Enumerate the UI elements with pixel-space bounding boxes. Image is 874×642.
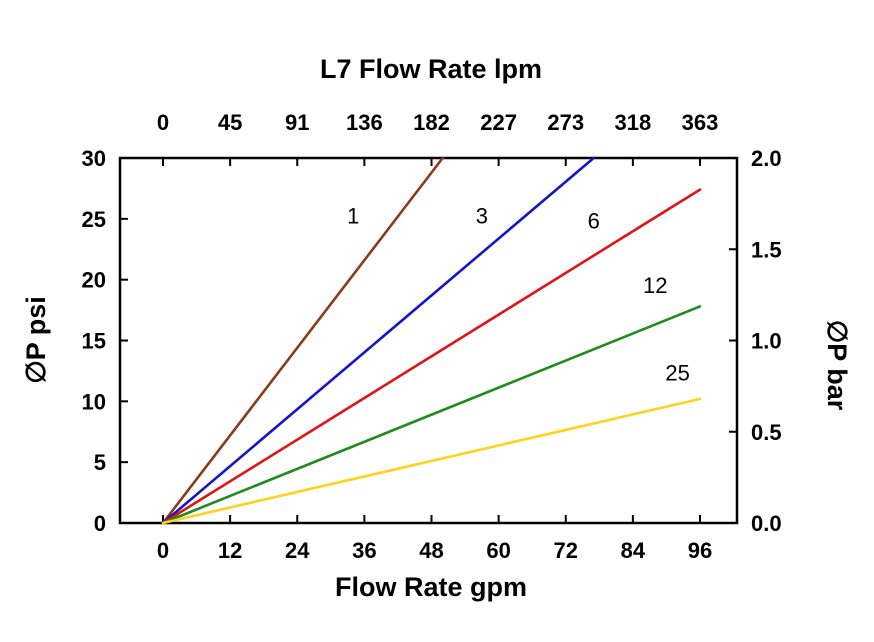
y-tick-label-right: 0.5	[751, 420, 782, 445]
x-tick-label: 84	[621, 538, 646, 563]
top-tick-label: 363	[682, 110, 719, 135]
x-tick-label: 48	[419, 538, 443, 563]
y-tick-label-left: 25	[82, 207, 106, 232]
series-line-25	[161, 397, 702, 525]
x-tick-label: 0	[157, 538, 169, 563]
series-label-1: 1	[347, 204, 359, 229]
series-line-1	[161, 156, 444, 525]
x-tick-label: 60	[486, 538, 510, 563]
axis-ticks	[120, 157, 737, 524]
y-tick-label-right: 2.0	[751, 146, 782, 171]
top-tick-label: 0	[157, 110, 169, 135]
series-line-3	[161, 156, 595, 525]
top-tick-label: 227	[480, 110, 517, 135]
y-tick-label-left: 15	[82, 329, 106, 354]
series-label-6: 6	[588, 209, 600, 234]
top-tick-label: 273	[547, 110, 584, 135]
x-tick-label: 96	[688, 538, 712, 563]
series-label-12: 12	[643, 273, 667, 298]
series-label-25: 25	[665, 361, 689, 386]
top-axis-title: L7 Flow Rate lpm	[320, 54, 542, 84]
x-tick-label: 12	[218, 538, 242, 563]
x-tick-label: 72	[554, 538, 578, 563]
left-axis-title: ∅P psi	[21, 296, 51, 384]
y-tick-label-left: 30	[82, 146, 106, 171]
y-tick-label-left: 20	[82, 268, 106, 293]
y-tick-label-left: 10	[82, 389, 106, 414]
series-line-12	[161, 305, 702, 525]
top-tick-label: 45	[218, 110, 242, 135]
y-tick-label-right: 1.5	[751, 237, 782, 262]
x-tick-label: 36	[352, 538, 376, 563]
bottom-axis-title: Flow Rate gpm	[335, 572, 527, 602]
y-tick-label-left: 5	[94, 450, 106, 475]
top-tick-label: 182	[413, 110, 450, 135]
top-tick-label: 91	[285, 110, 309, 135]
series-label-3: 3	[476, 204, 488, 229]
series-line-6	[161, 188, 702, 525]
axis-tick-labels: 0012452491361364818260227722738431896363…	[82, 110, 782, 563]
x-tick-label: 24	[285, 538, 310, 563]
series-lines	[161, 156, 702, 525]
top-tick-label: 318	[615, 110, 652, 135]
top-tick-label: 136	[346, 110, 383, 135]
series-labels: 1 3 6 12 25	[347, 204, 690, 386]
y-tick-label-right: 1.0	[751, 329, 782, 354]
y-tick-label-right: 0.0	[751, 511, 782, 536]
y-tick-label-left: 0	[94, 511, 106, 536]
plot-frame	[118, 156, 739, 525]
right-axis-title: ∅P bar	[822, 320, 852, 411]
